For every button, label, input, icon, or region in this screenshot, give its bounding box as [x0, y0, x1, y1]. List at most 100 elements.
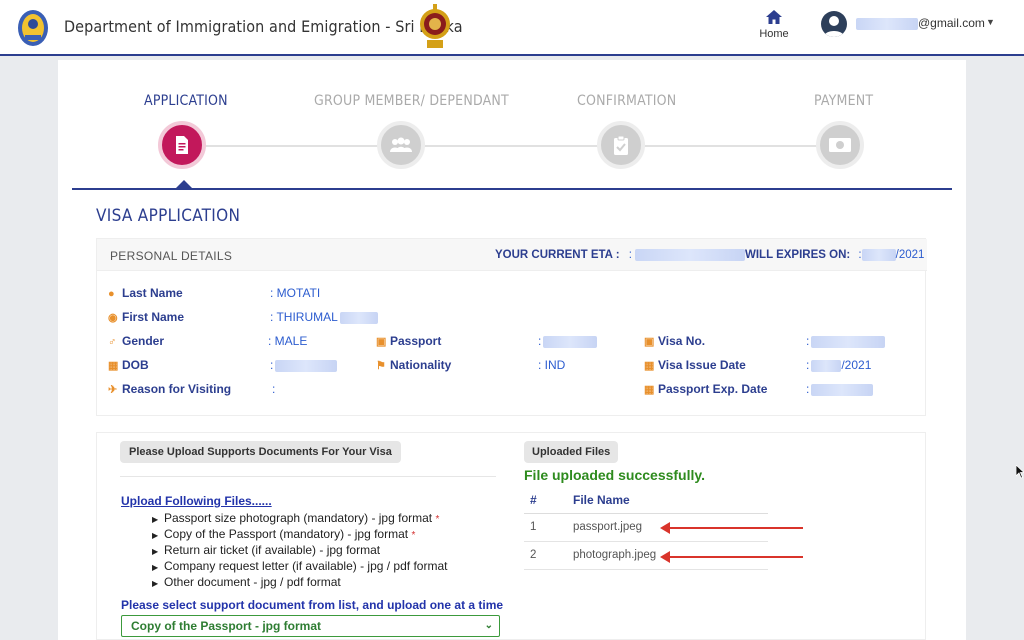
- uploaded-files-button[interactable]: Uploaded Files: [524, 441, 619, 463]
- user-icon: [824, 16, 844, 37]
- nationality-value: : IND: [538, 358, 566, 372]
- redacted-email-user: [856, 17, 918, 30]
- group-icon[interactable]: [377, 121, 425, 169]
- caret-right-icon: ▶: [152, 579, 159, 588]
- list-item: ▶ Copy of the Passport (mandatory) - jpg …: [152, 526, 447, 542]
- last-name-label: ● Last Name: [108, 286, 183, 300]
- passport-value: :: [538, 334, 598, 348]
- plane-icon: ✈: [108, 384, 118, 396]
- column-header-index: #: [524, 488, 573, 514]
- sri-lanka-emblem: [420, 4, 450, 48]
- department-logo[interactable]: [16, 8, 50, 48]
- user-circle-icon: ◉: [108, 312, 118, 324]
- gender-value: : MALE: [268, 334, 308, 348]
- step-group-member[interactable]: GROUP MEMBER/ DEPENDANT: [314, 93, 509, 109]
- required-files-list: ▶ Passport size photograph (mandatory) - …: [152, 510, 447, 590]
- dob-label: ▦ DOB: [108, 358, 149, 372]
- user-avatar[interactable]: [821, 11, 847, 37]
- redacted-passport-exp: [811, 383, 874, 396]
- user-icon: ●: [108, 288, 115, 300]
- passport-exp-value: :: [806, 382, 874, 396]
- step-label: PAYMENT: [814, 93, 874, 109]
- visa-issue-label: ▦ Visa Issue Date: [644, 358, 746, 372]
- list-item: ▶ Return air ticket (if available) - jpg …: [152, 542, 447, 558]
- wizard-underline: [72, 188, 952, 190]
- row-file-name[interactable]: photograph.jpeg: [573, 541, 768, 570]
- upload-following-heading: Upload Following Files......: [121, 494, 272, 508]
- step-payment[interactable]: PAYMENT: [814, 93, 873, 109]
- user-email[interactable]: @gmail.com: [856, 16, 985, 30]
- required-mark: *: [435, 514, 440, 525]
- clipboard-check-icon[interactable]: [597, 121, 645, 169]
- home-link[interactable]: Home: [754, 10, 794, 40]
- redacted-first-name: [339, 311, 378, 324]
- calendar-icon: ▦: [644, 360, 655, 372]
- gender-label: ♂ Gender: [108, 334, 165, 348]
- redacted-passport: [543, 335, 598, 348]
- redacted-visa-issue: [811, 359, 842, 372]
- personal-details-panel: PERSONAL DETAILS YOUR CURRENT ETA : : WI…: [96, 238, 927, 416]
- mouse-cursor-icon: [1016, 465, 1024, 479]
- caret-right-icon: ▶: [152, 531, 159, 540]
- annotation-arrow-icon: [660, 551, 803, 563]
- document-type-select[interactable]: Copy of the Passport - jpg format ⌄: [121, 615, 500, 637]
- caret-right-icon: ▶: [152, 563, 159, 572]
- divider: [120, 476, 496, 477]
- passport-label: ▣ Passport: [376, 334, 442, 348]
- caret-right-icon: ▶: [152, 547, 159, 556]
- calendar-icon: ▦: [644, 384, 655, 396]
- visa-card-icon: ▣: [644, 336, 655, 348]
- redacted-visa-no: [811, 335, 886, 348]
- current-eta: YOUR CURRENT ETA : :: [495, 249, 746, 261]
- last-name-value: : MOTATI: [270, 286, 321, 300]
- redacted-expiry: [861, 249, 896, 261]
- upload-documents-button[interactable]: Please Upload Supports Documents For You…: [120, 441, 401, 463]
- top-bar: Department of Immigration and Emigration…: [0, 0, 1024, 56]
- money-icon[interactable]: [816, 121, 864, 169]
- required-mark: *: [411, 530, 416, 541]
- gender-icon: ♂: [108, 336, 117, 348]
- caret-right-icon: ▶: [152, 515, 159, 524]
- select-document-hint: Please select support document from list…: [121, 598, 504, 612]
- redacted-dob: [275, 359, 338, 372]
- annotation-arrow-icon: [660, 522, 803, 534]
- upload-success-message: File uploaded successfully.: [524, 467, 706, 483]
- upload-panel: [96, 432, 926, 640]
- calendar-icon: ▦: [108, 360, 119, 372]
- passport-icon: ▣: [376, 336, 387, 348]
- selected-document: Copy of the Passport - jpg format: [131, 619, 322, 633]
- step-application[interactable]: APPLICATION: [144, 93, 228, 109]
- site-title: Department of Immigration and Emigration…: [64, 17, 463, 36]
- visa-no-value: :: [806, 334, 886, 348]
- section-title: VISA APPLICATION: [96, 206, 241, 226]
- eta-expiry: WILL EXPIRES ON: :/2021: [745, 249, 925, 262]
- list-item: ▶ Passport size photograph (mandatory) - …: [152, 510, 447, 526]
- redacted-eta: [635, 249, 746, 261]
- step-label: CONFIRMATION: [577, 93, 677, 109]
- chevron-down-icon: ⌄: [484, 620, 493, 631]
- visa-no-label: ▣ Visa No.: [644, 334, 706, 348]
- reason-label: ✈ Reason for Visiting: [108, 382, 232, 396]
- personal-details-header: PERSONAL DETAILS YOUR CURRENT ETA : : WI…: [97, 239, 927, 271]
- column-header-file-name: File Name: [573, 488, 768, 514]
- home-label: Home: [759, 28, 789, 40]
- nationality-label: ⚑ Nationality: [376, 358, 452, 372]
- first-name-value: : THIRUMAL: [270, 310, 378, 324]
- table-row: 2 photograph.jpeg: [524, 541, 768, 570]
- reason-value: :: [272, 382, 276, 396]
- personal-details-title: PERSONAL DETAILS: [110, 249, 233, 263]
- step-confirmation[interactable]: CONFIRMATION: [577, 93, 676, 109]
- step-label: GROUP MEMBER/ DEPENDANT: [314, 93, 509, 109]
- dob-value: :: [270, 358, 338, 372]
- visa-issue-value: :/2021: [806, 358, 872, 372]
- active-step-pointer: [176, 180, 192, 188]
- chevron-down-icon[interactable]: ▼: [986, 17, 995, 27]
- row-index: 1: [524, 513, 573, 542]
- list-item: ▶ Company request letter (if available) -…: [152, 558, 447, 574]
- list-item: ▶ Other document - jpg / pdf format: [152, 574, 447, 590]
- wizard-connector: [184, 145, 840, 147]
- home-icon: [766, 10, 782, 24]
- document-icon[interactable]: [158, 121, 206, 169]
- row-index: 2: [524, 541, 573, 570]
- first-name-label: ◉ First Name: [108, 310, 185, 324]
